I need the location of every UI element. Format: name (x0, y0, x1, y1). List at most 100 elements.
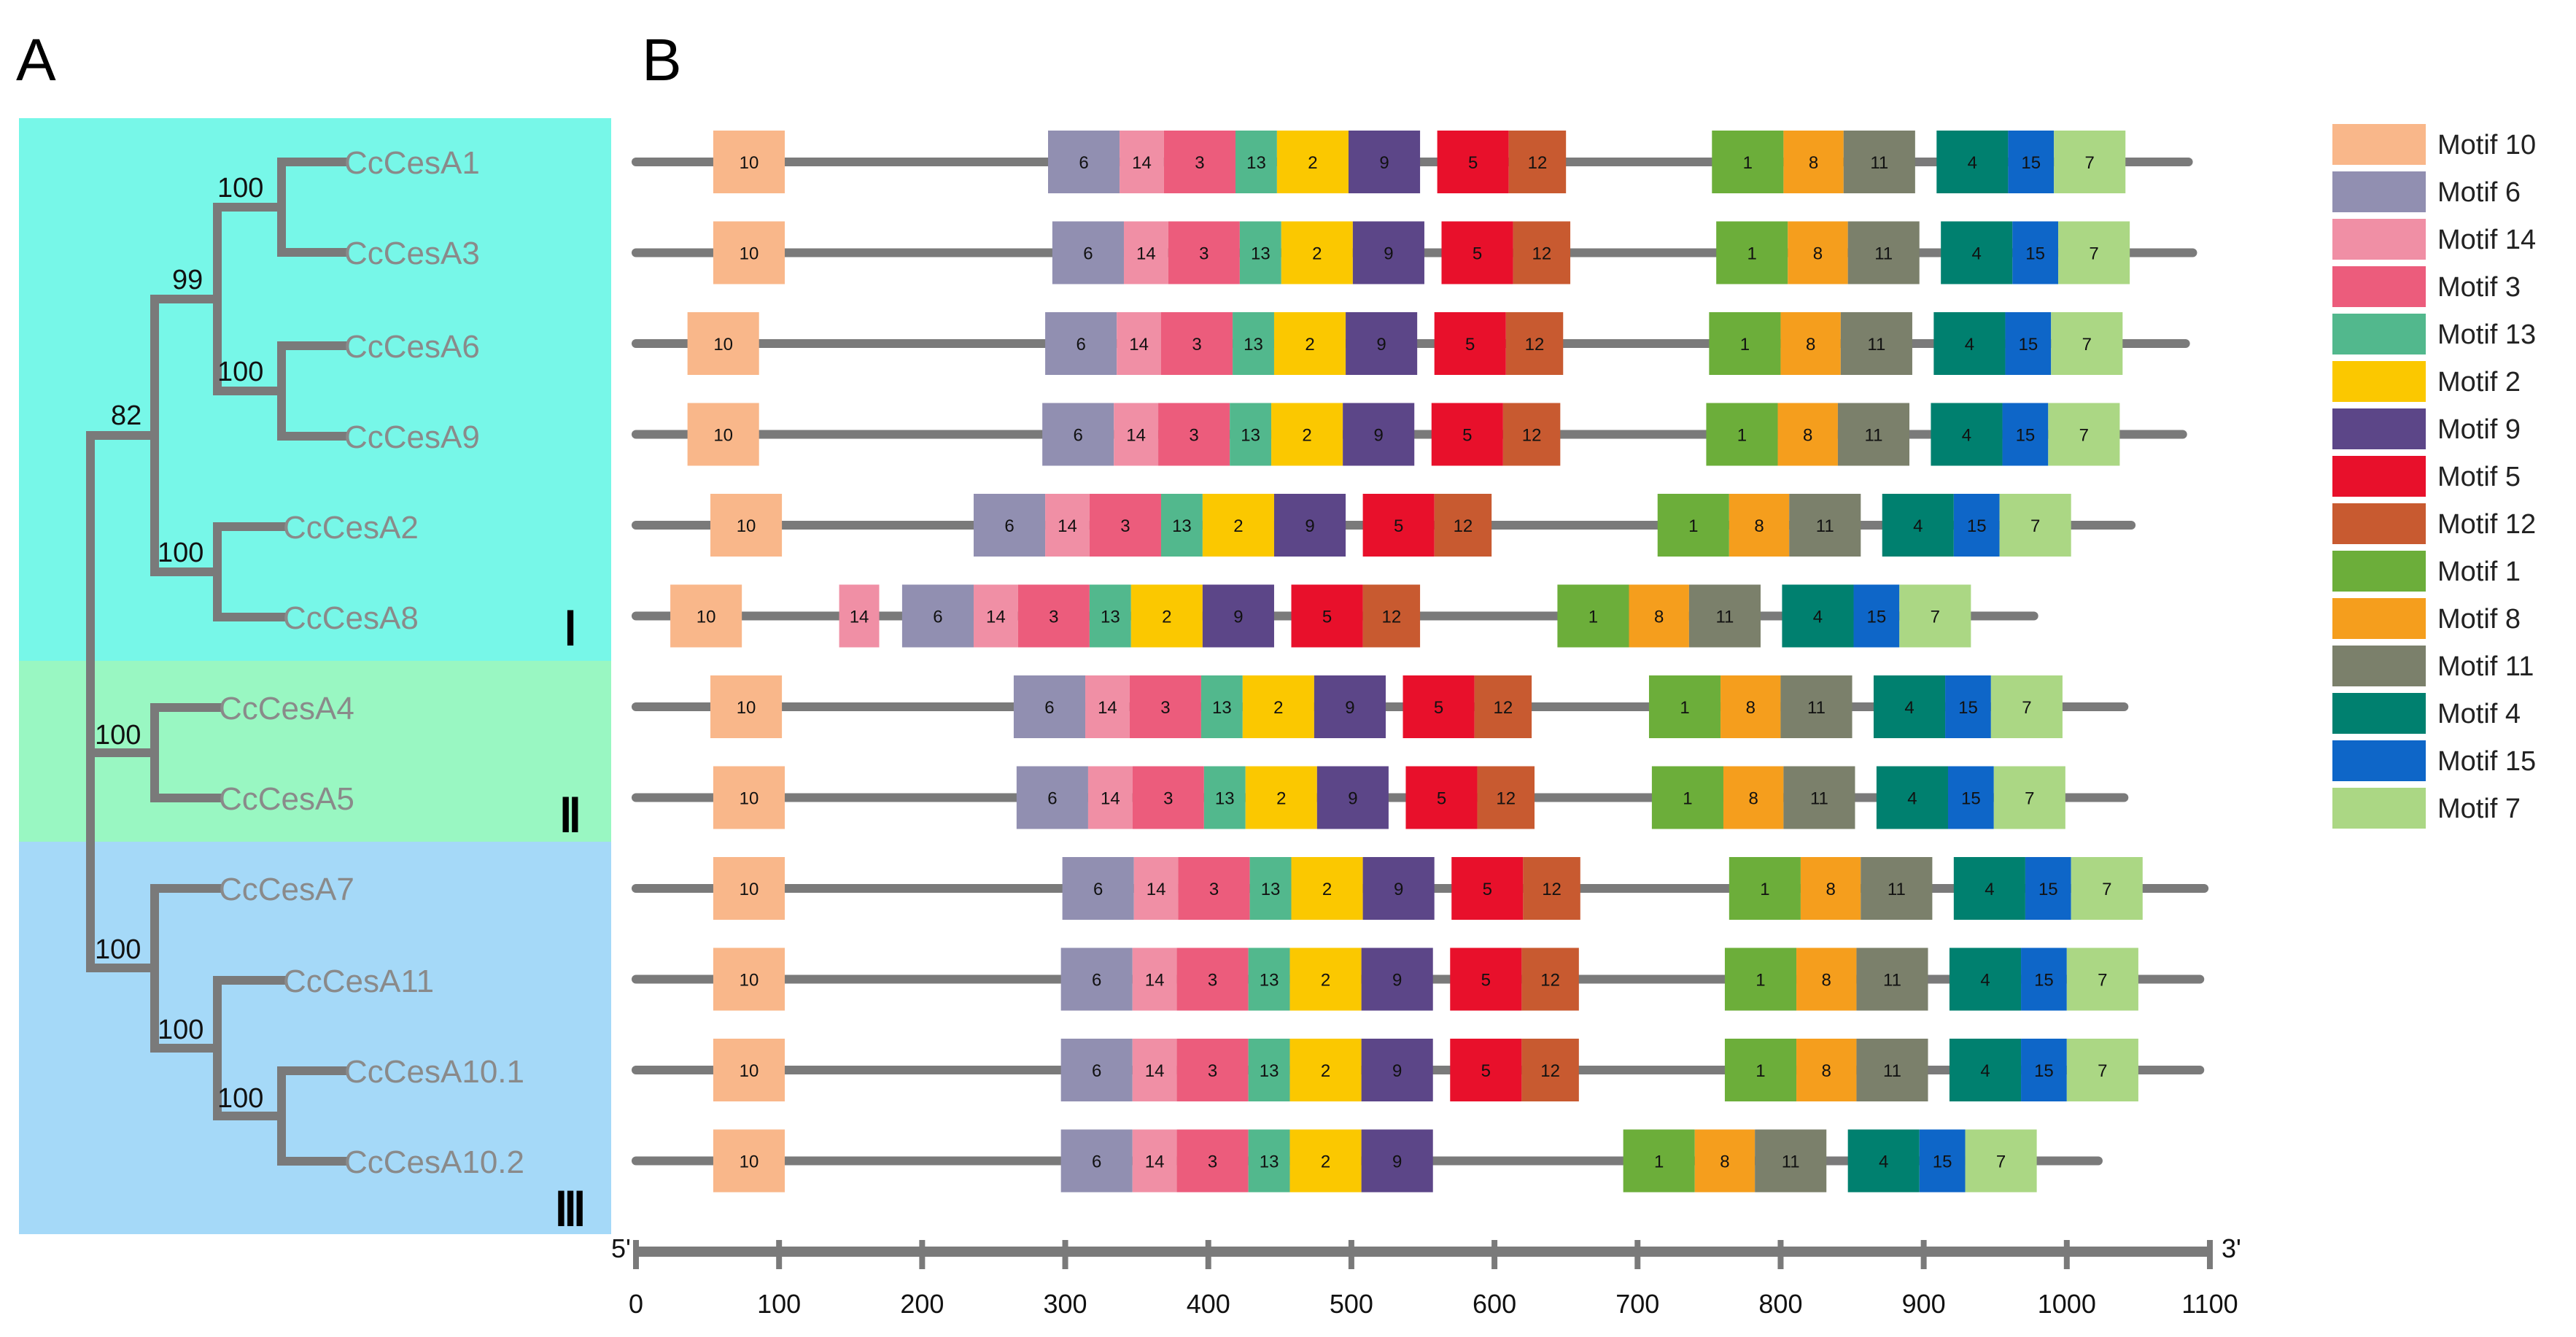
protein-row: 10 6 14 3 13 2 9 5 12 1 8 11 4 15 7 (632, 947, 2205, 1011)
legend-swatch (2332, 124, 2426, 165)
motif-label: 8 (1809, 153, 1818, 173)
motif-label: 10 (737, 698, 756, 718)
axis-tick-label: 600 (1473, 1289, 1516, 1319)
motif-label: 14 (1147, 880, 1166, 899)
motif-box (1203, 766, 1246, 829)
motif-box (1840, 312, 1912, 375)
legend-label: Motif 11 (2437, 651, 2534, 682)
motif-label: 9 (1384, 244, 1393, 264)
motif-box (2008, 131, 2055, 193)
motif-label: 10 (740, 153, 759, 173)
motif-box (973, 584, 1018, 648)
taxon-labels: CcCesA1 CcCesA3 CcCesA6 CcCesA9 CcCesA2 … (219, 145, 524, 1180)
bootstrap-value: 100 (95, 934, 141, 965)
motif-label: 11 (1715, 608, 1734, 627)
motif-label: 11 (1782, 1152, 1800, 1172)
motif-box (687, 403, 759, 466)
motif-label: 2 (1233, 516, 1243, 536)
legend-label: Motif 15 (2437, 746, 2536, 777)
motif-label: 1 (1760, 880, 1769, 899)
axis-tick-label: 300 (1044, 1289, 1087, 1319)
motif-box (1953, 857, 2025, 920)
motif-box (2005, 312, 2052, 375)
motif-box (1089, 584, 1131, 648)
protein-row: 10 6 14 3 13 2 9 5 12 1 8 11 4 15 7 (632, 403, 2187, 466)
motif-label: 13 (1261, 880, 1281, 899)
motif-box (1477, 766, 1535, 829)
motif-box (2025, 857, 2071, 920)
legend-swatch (2332, 598, 2426, 639)
motif-label: 9 (1392, 971, 1402, 991)
motif-label: 9 (1345, 698, 1354, 718)
motif-label: 1 (1747, 244, 1757, 264)
motif-box (1160, 494, 1203, 557)
taxon-label: CcCesA9 (344, 419, 480, 455)
legend-swatch (2332, 693, 2426, 734)
motif-label: 14 (1145, 971, 1165, 991)
motif-box (1133, 857, 1179, 920)
bootstrap-value: 100 (158, 1015, 203, 1045)
motif-label: 9 (1305, 516, 1314, 536)
motif-label: 13 (1251, 244, 1270, 264)
motif-label: 15 (2034, 971, 2054, 991)
protein-row: 10 6 14 3 13 2 9 5 12 1 8 11 4 15 7 (632, 1039, 2205, 1101)
motif-label: 2 (1302, 426, 1311, 446)
motif-box (2071, 857, 2143, 920)
motif-box (2021, 1039, 2067, 1101)
protein-row: 10 6 14 3 13 2 9 1 8 11 4 15 7 (632, 1129, 2103, 1193)
motif-label: 12 (1494, 698, 1513, 718)
taxon-label: CcCesA3 (344, 236, 480, 271)
motif-box (1843, 131, 1915, 193)
motif-label: 11 (1883, 971, 1901, 991)
protein-row: 10 6 14 3 13 2 9 5 12 1 8 11 4 15 7 (632, 494, 2136, 557)
motif-label: 5 (1481, 1061, 1491, 1081)
motif-label: 12 (1381, 608, 1401, 627)
motif-box (1202, 584, 1274, 648)
motif-label: 3 (1195, 153, 1204, 173)
motif-box (1233, 312, 1274, 375)
motif-box (1853, 584, 1900, 648)
legend-swatch (2332, 551, 2426, 592)
motif-box (1130, 584, 1203, 648)
motif-box (1782, 584, 1854, 648)
motif-box (1777, 403, 1838, 466)
motif-box (1873, 675, 1946, 738)
motif-label: 13 (1260, 1152, 1279, 1172)
motif-box (973, 494, 1046, 557)
motif-rows: 10 6 14 3 13 2 9 5 12 1 8 11 4 15 710 6 14 3 13 2 9 5 12 1 8 11 4 1… (632, 131, 2209, 1193)
clade-backgrounds (19, 118, 611, 1234)
motif-box (1437, 131, 1509, 193)
motif-label: 15 (2018, 335, 2038, 354)
motif-box (1114, 403, 1159, 466)
motif-box (1248, 1039, 1290, 1101)
motif-label: 8 (1813, 244, 1823, 264)
motif-label: 14 (986, 608, 1006, 627)
motif-box (2066, 947, 2138, 1011)
legend-swatch (2332, 408, 2426, 449)
motif-label: 13 (1246, 153, 1266, 173)
motif-label: 14 (1145, 1152, 1165, 1172)
motif-box (710, 675, 783, 738)
motif-box (1861, 857, 1933, 920)
motif-box (1709, 312, 1781, 375)
motif-label: 14 (1129, 335, 1149, 354)
motif-box (839, 584, 880, 648)
legend-label: Motif 5 (2437, 462, 2521, 492)
motif-label: 1 (1740, 335, 1750, 354)
motif-box (1271, 403, 1343, 466)
motif-label: 11 (1870, 153, 1888, 173)
motif-box (1176, 947, 1249, 1011)
motif-label: 6 (1083, 244, 1093, 264)
motif-box (1016, 766, 1088, 829)
motif-box (1474, 675, 1532, 738)
motif-label: 7 (2079, 426, 2089, 446)
protein-row: 10 6 14 3 13 2 9 5 12 1 8 11 4 15 7 (632, 857, 2209, 920)
motif-box (1168, 221, 1240, 284)
motif-label: 15 (1967, 516, 1987, 536)
motif-label: 6 (1079, 153, 1088, 173)
axis-start-label: 5' (611, 1233, 631, 1263)
motif-box (2048, 403, 2120, 466)
motif-box (1441, 221, 1513, 284)
motif-label: 8 (1822, 1061, 1831, 1081)
motif-box (1723, 766, 1784, 829)
